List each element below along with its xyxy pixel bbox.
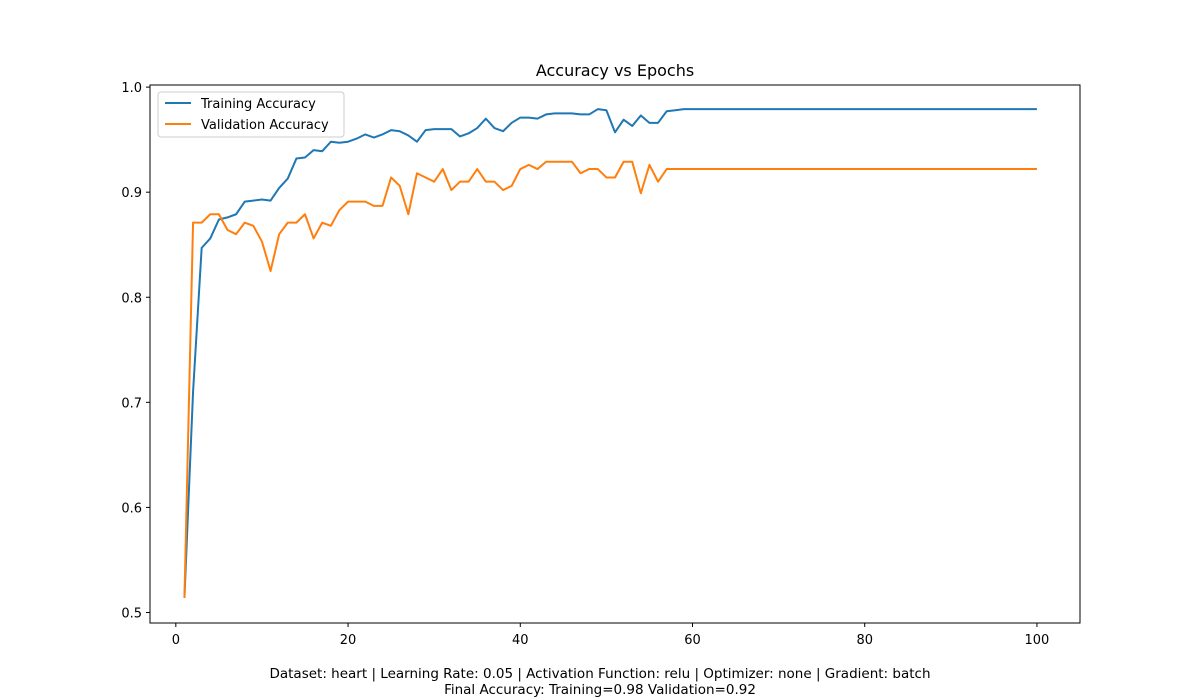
x-tick-label: 20 [340, 633, 357, 648]
y-tick-label: 0.8 [121, 291, 142, 306]
legend-box [157, 91, 345, 138]
series-line-validation [183, 160, 1037, 598]
legend-label-training: Training Accuracy [200, 97, 316, 112]
x-tick-label: 80 [856, 633, 873, 648]
x-tick-label: 0 [172, 633, 180, 648]
x-tick-label: 60 [684, 633, 701, 648]
series-line-training [183, 108, 1037, 598]
caption-final-accuracy: Final Accuracy: Training=0.98 Validation… [444, 682, 756, 698]
chart-title: Accuracy vs Epochs [536, 61, 694, 80]
x-tick-label: 40 [512, 633, 529, 648]
y-tick-label: 1.0 [121, 81, 142, 96]
y-tick-label: 0.6 [121, 501, 142, 516]
x-tick-label: 100 [1025, 633, 1050, 648]
legend-label-validation: Validation Accuracy [201, 118, 329, 133]
y-tick-label: 0.7 [121, 396, 142, 411]
y-tick-label: 0.9 [121, 186, 142, 201]
caption-settings: Dataset: heart | Learning Rate: 0.05 | A… [269, 666, 931, 682]
y-tick-label: 0.5 [121, 606, 142, 621]
plot-frame [149, 84, 1081, 624]
